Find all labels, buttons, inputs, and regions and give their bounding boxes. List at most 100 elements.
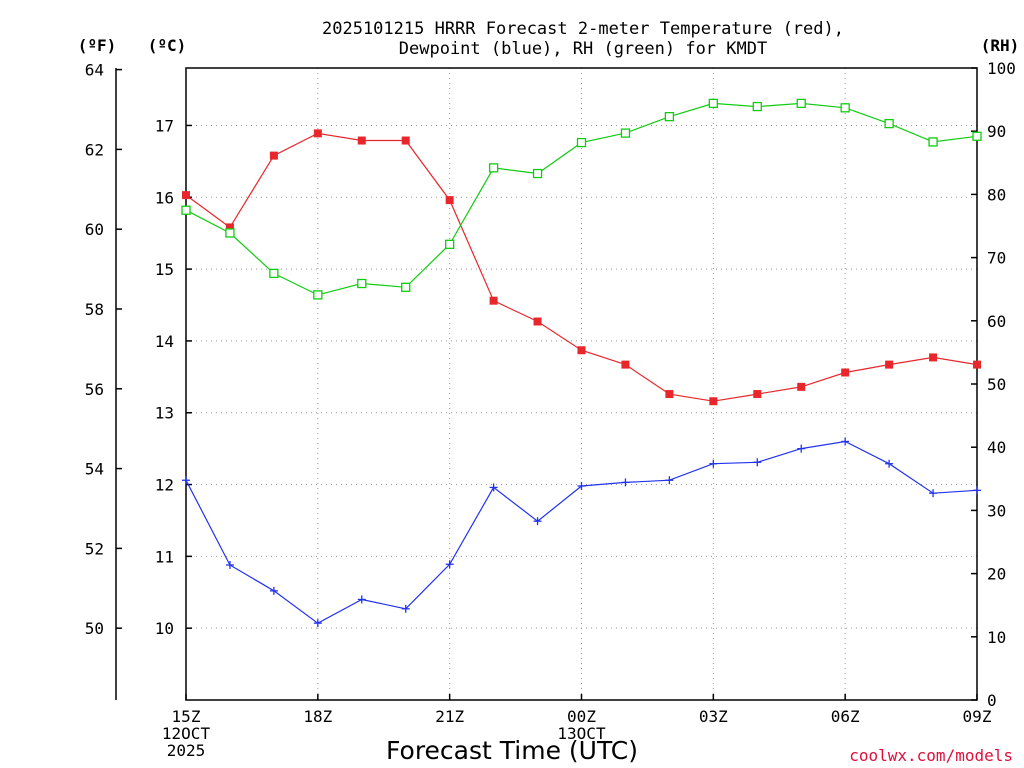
- rh-point: [884, 118, 894, 129]
- 2-meter-temperature-point: [929, 353, 938, 362]
- dewpoint-point: [401, 604, 410, 613]
- rh-unit-label: (RH): [981, 36, 1020, 55]
- rh-point: [928, 137, 938, 147]
- 2-meter-temperature-point: [885, 360, 894, 369]
- x-tick-label: 18Z: [303, 707, 332, 726]
- x-tick-label: 00Z: [567, 707, 596, 726]
- c-tick-label: 15: [155, 260, 174, 279]
- 2-meter-temperature-point: [841, 368, 850, 377]
- rh-tick-label: 70: [987, 249, 1006, 268]
- dewpoint-point: [885, 459, 894, 468]
- 2-meter-temperature-point: [621, 360, 630, 369]
- fahrenheit-unit-label: (ºF): [78, 36, 117, 55]
- rh-tick-label: 20: [987, 565, 1006, 584]
- x-tick-label: 15Z: [172, 707, 201, 726]
- dewpoint-point: [313, 619, 322, 628]
- 2-meter-temperature-point: [665, 390, 674, 399]
- 2-meter-temperature-point: [357, 136, 366, 145]
- c-tick-label: 17: [155, 116, 174, 135]
- chart-title-line1: 2025101215 HRRR Forecast 2-meter Tempera…: [322, 19, 844, 39]
- x-tick-label: 12OCT: [162, 724, 211, 743]
- grid-lines: [185, 68, 978, 700]
- 2-meter-temperature-point: [182, 191, 190, 200]
- dewpoint-point: [753, 458, 762, 467]
- x-tick-label: 13OCT: [557, 724, 606, 743]
- rh-tick-label: 30: [987, 501, 1006, 520]
- 2-meter-temperature-point: [269, 151, 278, 160]
- dewpoint-point: [357, 595, 366, 604]
- dewpoint-point: [797, 444, 806, 453]
- rh-point: [576, 137, 587, 148]
- rh-tick-label: 100: [987, 59, 1016, 78]
- rh-line: [185, 102, 978, 296]
- 2-meter-temperature-point: [577, 346, 586, 355]
- rh-point: [357, 278, 367, 289]
- rh-tick-label: 0: [987, 691, 997, 710]
- dewpoint-point: [577, 481, 586, 490]
- dewpoint-point: [269, 586, 278, 595]
- rh-point: [445, 239, 455, 249]
- rh-tick-label: 10: [987, 628, 1006, 647]
- f-tick-label: 62: [85, 140, 104, 159]
- dewpoint-point: [709, 459, 718, 468]
- rh-tick-label: 40: [987, 438, 1006, 457]
- rh-point: [269, 268, 279, 279]
- rh-point: [752, 101, 762, 112]
- 2-meter-temperature-point: [973, 360, 981, 369]
- dewpoint-point: [665, 476, 674, 485]
- rh-tick-label: 50: [987, 375, 1006, 394]
- dewpoint-point: [621, 478, 630, 487]
- axes: 50 52 54 56 58 60 62 64 10 11 12 13 14 15 16 17 0 10 20 30 4…: [85, 59, 1016, 760]
- rh-point: [972, 131, 982, 141]
- credit-link[interactable]: coolwx.com/models: [849, 746, 1013, 765]
- dewpoint-point: [225, 560, 234, 569]
- f-tick-label: 54: [85, 460, 104, 479]
- f-tick-label: 64: [85, 61, 104, 80]
- dewpoint-point: [445, 560, 454, 569]
- rh-point: [708, 98, 718, 109]
- chart-title-line2: Dewpoint (blue), RH (green) for KMDT: [399, 39, 767, 59]
- rh-point: [181, 205, 191, 215]
- rh-point: [620, 128, 631, 138]
- x-tick-label: 09Z: [963, 707, 992, 726]
- rh-point: [796, 98, 806, 109]
- 2-meter-temperature-point: [445, 196, 454, 205]
- rh-tick-label: 60: [987, 312, 1006, 331]
- f-tick-label: 50: [85, 619, 104, 638]
- dewpoint-point: [973, 486, 981, 495]
- x-tick-label: 06Z: [831, 707, 860, 726]
- 2-meter-temperature-point: [709, 397, 718, 406]
- x-tick-label: 03Z: [699, 707, 728, 726]
- 2-meter-temperature-point: [753, 390, 762, 399]
- 2-meter-temperature-point: [797, 382, 806, 391]
- rh-tick-label: 80: [987, 185, 1006, 204]
- celsius-unit-label: (ºC): [148, 36, 187, 55]
- f-tick-label: 56: [85, 380, 104, 399]
- rh-tick-label: 90: [987, 122, 1006, 141]
- dewpoint-point: [533, 517, 542, 526]
- 2-meter-temperature-point: [225, 223, 234, 232]
- f-tick-label: 60: [85, 220, 104, 239]
- x-tick-label: 21Z: [435, 707, 464, 726]
- c-tick-label: 13: [155, 404, 174, 423]
- rh-point: [488, 163, 499, 173]
- dewpoint-point: [489, 483, 498, 492]
- dewpoint-point: [929, 489, 938, 498]
- x-axis-label: Forecast Time (UTC): [386, 736, 638, 765]
- c-tick-label: 12: [155, 476, 174, 495]
- dewpoint-point: [841, 437, 850, 446]
- c-tick-label: 10: [155, 619, 174, 638]
- f-tick-label: 58: [85, 300, 104, 319]
- 2-meter-temperature-point: [533, 317, 542, 326]
- rh-point: [313, 290, 323, 300]
- dewpoint-point: [182, 476, 190, 485]
- rh-point: [840, 103, 850, 113]
- rh-point: [664, 112, 675, 122]
- f-tick-label: 52: [85, 539, 104, 558]
- x-tick-label: 2025: [167, 741, 206, 760]
- rh-point: [225, 228, 235, 238]
- c-tick-label: 14: [155, 332, 174, 351]
- 2-meter-temperature-point: [313, 129, 322, 138]
- 2-meter-temperature-point: [401, 136, 410, 145]
- rh-point: [401, 282, 411, 292]
